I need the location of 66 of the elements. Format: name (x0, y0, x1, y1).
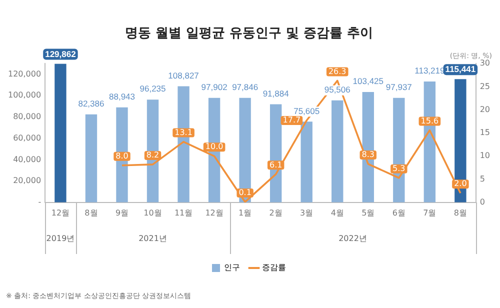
y2-tick-label: 15 (480, 128, 490, 138)
data-label: 88,943 (109, 92, 136, 102)
x-tick-label: 10월 (144, 208, 162, 218)
bar (116, 107, 128, 202)
bar (332, 100, 344, 202)
bar (85, 114, 98, 202)
y2-tick-label: 5 (480, 174, 485, 184)
text: 2021년 (138, 234, 167, 244)
y2-tick-label: 20 (480, 104, 490, 114)
data-label: 13.1 (174, 128, 192, 137)
data-label: 108,827 (168, 70, 200, 80)
text: 2019년 (46, 234, 75, 244)
data-label: 97,846 (232, 82, 258, 92)
bar (454, 79, 466, 202)
bar (239, 98, 251, 202)
y-tick-label: - (38, 197, 42, 206)
data-label: 97,937 (386, 82, 412, 92)
data-label: 8.3 (362, 150, 375, 160)
y2-tick-label: 30 (480, 58, 490, 68)
x-tick-label: 5월 (362, 208, 375, 218)
x-tick-label: 11월 (174, 208, 193, 218)
x-tick-label: 6월 (392, 208, 406, 218)
data-label: 6.1 (269, 160, 282, 170)
x-tick-label: 2월 (269, 208, 282, 218)
text: 2022년 (338, 234, 367, 244)
data-label: 26.3 (328, 66, 346, 76)
bar (54, 64, 66, 202)
x-tick-label: 8월 (84, 208, 98, 218)
data-label: 96,235 (140, 84, 166, 94)
x-tick-label: 1월 (238, 208, 252, 218)
data-label: 8.2 (146, 150, 160, 160)
data-label: 95,506 (324, 84, 351, 95)
x-tick-label: 9월 (115, 208, 129, 218)
data-label: 10.0 (205, 142, 224, 152)
data-label: 0.1 (238, 188, 252, 198)
data-label: 82,386 (78, 98, 105, 109)
y2-tick-label: 0 (480, 197, 485, 206)
y-tick-label: 60,000 (13, 133, 42, 142)
y-tick-label: 20,000 (13, 176, 42, 186)
data-label: 15.6 (420, 116, 439, 126)
data-label: 2.0 (454, 179, 467, 188)
x-tick-label: 12월 (205, 208, 224, 218)
y-tick-label: 100,000 (8, 90, 42, 100)
data-label: 103,425 (352, 76, 384, 86)
x-tick-label: 4월 (330, 208, 344, 218)
data-label: 115,441 (445, 64, 476, 74)
legend-label: 증감률 (262, 263, 286, 272)
data-label: 17.7 (282, 116, 301, 125)
data-label: 5.3 (392, 164, 406, 173)
y2-tick-label: 25 (480, 82, 490, 91)
y-tick-label: 40,000 (13, 154, 42, 164)
data-label: 97,902 (201, 82, 228, 92)
data-label: 91,884 (262, 88, 290, 98)
legend-label: 인구 (224, 263, 240, 272)
x-tick-label: 7월 (423, 208, 436, 218)
y2-tick-label: 10 (480, 151, 490, 160)
data-label: 75,605 (294, 106, 320, 116)
y-tick-label: 120,000 (8, 69, 42, 78)
y-tick-label: 80,000 (13, 112, 42, 122)
data-label: 8.0 (116, 151, 128, 160)
x-tick-label: 8월 (454, 208, 467, 218)
x-tick-label: 3월 (300, 208, 314, 218)
x-tick-label: 12월 (51, 208, 70, 218)
chart-title: 명동 월별 일평균 유동인구 및 증감률 추이 (124, 26, 374, 42)
bar (300, 122, 312, 202)
data-label: 129,862 (45, 48, 76, 59)
